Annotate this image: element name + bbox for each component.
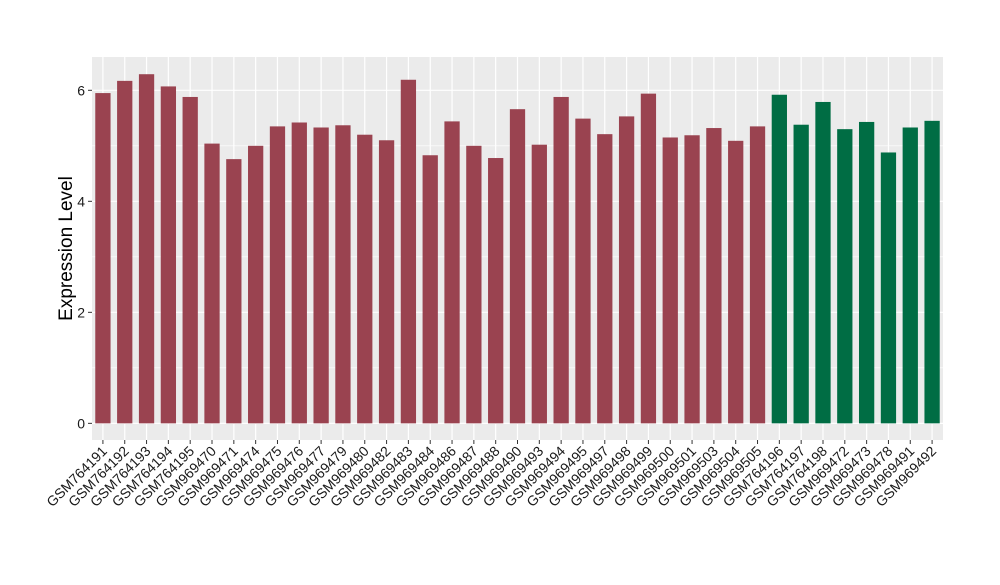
bar-GSM969493 — [531, 144, 547, 424]
y-axis-label: Expression Level — [56, 176, 77, 321]
bar-GSM969483 — [400, 79, 417, 424]
y-axis: 0 2 4 6 — [77, 82, 92, 431]
bars-group — [95, 74, 940, 424]
x-axis: GSM764191GSM764192GSM764193GSM764194GSM7… — [43, 440, 939, 510]
bar-GSM764198 — [815, 101, 831, 424]
bar-GSM969492 — [924, 120, 940, 424]
bar-GSM764193 — [138, 74, 155, 424]
bar-GSM969499 — [640, 93, 657, 424]
bar-GSM764191 — [95, 93, 111, 424]
bar-GSM969480 — [357, 134, 373, 424]
bar-GSM764195 — [182, 96, 198, 424]
bar-GSM764194 — [160, 86, 177, 424]
bar-GSM764192 — [117, 80, 133, 424]
bar-GSM969479 — [335, 125, 351, 424]
bar-GSM969498 — [618, 116, 635, 424]
y-tick-label: 0 — [77, 415, 85, 431]
bar-GSM764197 — [793, 124, 809, 424]
bar-GSM969484 — [422, 155, 438, 424]
bar-GSM969486 — [444, 121, 460, 424]
bar-GSM969488 — [488, 158, 504, 424]
bar-GSM969473 — [858, 121, 875, 424]
bar-GSM969487 — [466, 145, 482, 424]
bar-GSM969477 — [313, 127, 329, 424]
bar-GSM969474 — [248, 145, 264, 424]
bar-GSM969504 — [728, 140, 744, 424]
y-tick-label: 6 — [77, 82, 85, 98]
bar-GSM969501 — [684, 135, 700, 424]
y-tick-label: 4 — [77, 193, 85, 209]
bar-GSM969490 — [509, 109, 526, 424]
bar-GSM969495 — [575, 118, 591, 424]
bar-GSM969471 — [226, 159, 242, 424]
bar-GSM969478 — [880, 152, 897, 424]
y-tick-label: 2 — [77, 304, 85, 320]
bar-GSM969482 — [378, 140, 395, 424]
bar-GSM969505 — [749, 126, 766, 424]
bar-GSM969475 — [269, 126, 286, 424]
bar-GSM969497 — [597, 134, 613, 424]
bar-GSM969476 — [291, 122, 307, 424]
bar-GSM969494 — [553, 96, 569, 424]
bar-GSM969472 — [837, 129, 853, 424]
bar-GSM969491 — [902, 127, 918, 424]
bar-GSM969470 — [204, 143, 220, 424]
bar-GSM969500 — [662, 137, 678, 424]
bar-GSM764196 — [771, 94, 787, 424]
bar-GSM969503 — [706, 128, 722, 424]
